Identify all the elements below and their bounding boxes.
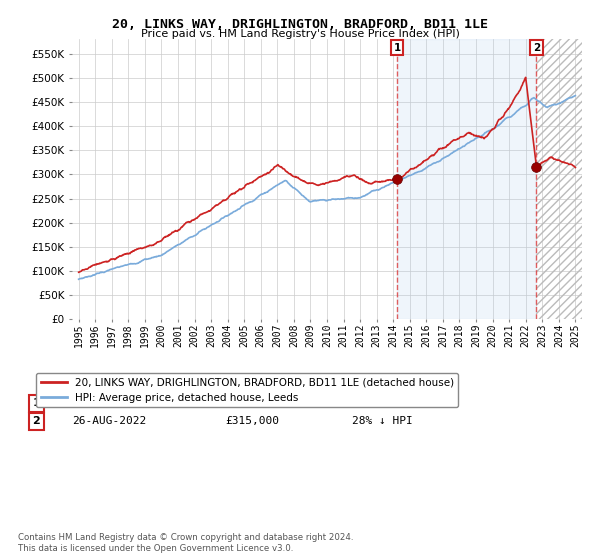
Text: 15% ↑ HPI: 15% ↑ HPI (353, 398, 413, 408)
Legend: 20, LINKS WAY, DRIGHLINGTON, BRADFORD, BD11 1LE (detached house), HPI: Average p: 20, LINKS WAY, DRIGHLINGTON, BRADFORD, B… (37, 374, 458, 407)
Text: 28-MAR-2014: 28-MAR-2014 (72, 398, 146, 408)
Text: £290,000: £290,000 (225, 398, 279, 408)
Text: 28% ↓ HPI: 28% ↓ HPI (353, 417, 413, 426)
Text: 1: 1 (32, 398, 40, 408)
Text: 26-AUG-2022: 26-AUG-2022 (72, 417, 146, 426)
Text: £315,000: £315,000 (225, 417, 279, 426)
Text: Price paid vs. HM Land Registry's House Price Index (HPI): Price paid vs. HM Land Registry's House … (140, 29, 460, 39)
Bar (536, 39, 582, 319)
Text: 2: 2 (32, 417, 40, 426)
Bar (536, 39, 582, 319)
Text: 2: 2 (533, 43, 540, 53)
Text: 1: 1 (394, 43, 401, 53)
Text: Contains HM Land Registry data © Crown copyright and database right 2024.
This d: Contains HM Land Registry data © Crown c… (18, 533, 353, 553)
Bar (397, 39, 536, 319)
Text: 20, LINKS WAY, DRIGHLINGTON, BRADFORD, BD11 1LE: 20, LINKS WAY, DRIGHLINGTON, BRADFORD, B… (112, 18, 488, 31)
